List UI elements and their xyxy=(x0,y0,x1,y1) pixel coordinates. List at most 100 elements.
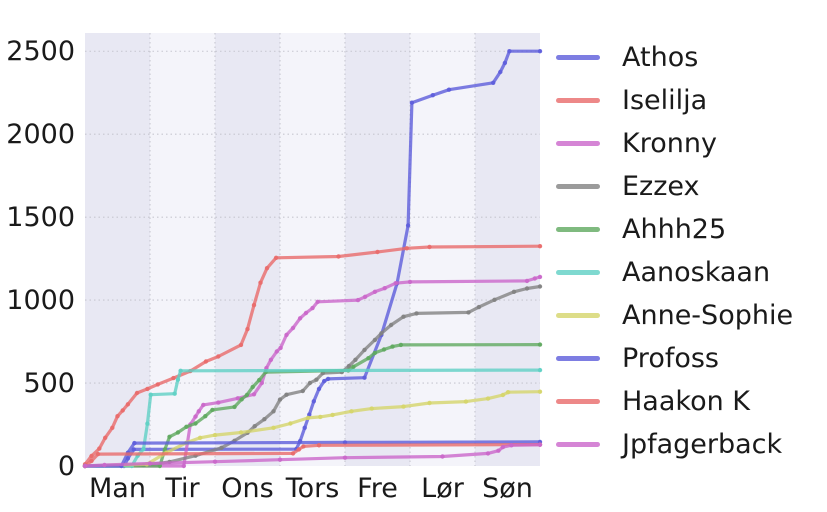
legend-item-jpfagerback: Jpfagerback xyxy=(556,423,793,466)
series-marker-anne-sophie xyxy=(330,412,335,418)
legend-line-swatch-athos xyxy=(556,55,600,60)
series-marker-iselilja xyxy=(537,244,543,249)
series-marker-anne-sophie xyxy=(305,415,311,421)
series-marker-anne-sophie xyxy=(463,399,469,404)
series-line-aanoskaan xyxy=(83,368,542,468)
series-marker-ahhh25 xyxy=(203,414,208,419)
series-marker-iselilja xyxy=(245,326,250,332)
series-marker-anne-sophie xyxy=(500,392,506,398)
series-marker-iselilja xyxy=(238,342,244,348)
series-marker-athos xyxy=(302,425,307,430)
series-marker-iselilja xyxy=(216,354,221,359)
series-marker-haakon-k xyxy=(290,451,296,456)
series-marker-jpfagerback xyxy=(440,454,445,459)
series-marker-profoss xyxy=(132,440,137,446)
series-marker-iselilja xyxy=(103,435,108,440)
day-band xyxy=(475,33,540,466)
series-marker-ezzex xyxy=(262,417,267,422)
series-marker-ahhh25 xyxy=(250,384,255,390)
series-marker-athos xyxy=(507,49,512,54)
x-tick-label: Man xyxy=(89,473,146,504)
series-marker-haakon-k xyxy=(296,447,302,452)
series-marker-athos xyxy=(498,69,503,75)
series-marker-jpfagerback xyxy=(485,451,491,456)
y-tick-label: 500 xyxy=(23,368,75,399)
series-marker-ahhh25 xyxy=(390,344,395,349)
series-marker-ezzex xyxy=(277,397,283,402)
series-marker-ahhh25 xyxy=(351,364,356,369)
day-band xyxy=(85,33,150,466)
legend-item-aanoskaan: Aanoskaan xyxy=(556,251,793,294)
legend-line-swatch-ahhh25 xyxy=(556,227,600,232)
series-marker-anne-sophie xyxy=(271,425,276,430)
series-marker-kronny xyxy=(268,357,274,362)
series-marker-kronny xyxy=(303,310,309,316)
series-marker-athos xyxy=(316,386,322,392)
series-marker-ahhh25 xyxy=(381,347,387,352)
series-marker-aanoskaan xyxy=(141,446,146,452)
series-marker-kronny xyxy=(290,325,296,331)
series-marker-aanoskaan xyxy=(148,392,153,397)
legend: Athos Iselilja Kronny Ezzex Ahhh25 Aanoskaan A… xyxy=(556,36,793,466)
series-marker-aanoskaan xyxy=(175,377,181,382)
series-marker-ezzex xyxy=(401,314,406,319)
series-marker-ezzex xyxy=(353,357,358,362)
series-marker-iselilja xyxy=(251,302,257,308)
legend-item-iselilja: Iselilja xyxy=(556,79,793,122)
series-marker-ahhh25 xyxy=(232,404,237,410)
series-marker-athos xyxy=(362,375,367,380)
legend-label-profoss: Profoss xyxy=(622,343,719,374)
series-marker-athos xyxy=(311,399,316,404)
legend-item-haakon-k: Haakon K xyxy=(556,380,793,423)
series-marker-ahhh25 xyxy=(366,356,371,361)
series-marker-iselilja xyxy=(155,382,160,387)
series-marker-kronny xyxy=(537,274,543,280)
series-marker-athos xyxy=(409,100,415,105)
series-marker-jpfagerback xyxy=(147,461,153,466)
x-tick-label: Søn xyxy=(482,473,533,504)
legend-item-ezzex: Ezzex xyxy=(556,165,793,208)
series-marker-iselilja xyxy=(375,249,380,255)
series-marker-ezzex xyxy=(524,286,530,291)
legend-item-athos: Athos xyxy=(556,36,793,79)
series-marker-kronny xyxy=(372,289,378,294)
series-marker-anne-sophie xyxy=(288,421,293,426)
series-marker-iselilja xyxy=(404,246,409,251)
legend-line-swatch-jpfagerback xyxy=(556,442,600,447)
series-marker-ezzex xyxy=(307,380,313,386)
series-marker-ahhh25 xyxy=(239,397,244,402)
series-marker-anne-sophie xyxy=(427,400,432,406)
series-marker-jpfagerback xyxy=(496,448,501,453)
series-marker-ezzex xyxy=(372,337,378,343)
series-marker-haakon-k xyxy=(316,443,322,448)
series-marker-kronny xyxy=(297,316,303,321)
plot-area: 0 500 1000 1500 2000 2500 Man Tir Ons Tors Fre Lør S… xyxy=(6,33,543,504)
legend-line-swatch-aanoskaan xyxy=(556,270,600,275)
y-tick-label: 1500 xyxy=(6,202,75,233)
series-marker-athos xyxy=(322,378,327,384)
series-marker-anne-sophie xyxy=(401,404,406,409)
legend-item-ahhh25: Ahhh25 xyxy=(556,208,793,251)
legend-line-swatch-kronny xyxy=(556,141,600,146)
series-marker-ezzex xyxy=(379,331,384,336)
series-marker-anne-sophie xyxy=(212,432,218,438)
series-marker-iselilja xyxy=(134,390,140,396)
series-marker-iselilja xyxy=(427,244,432,250)
legend-label-ahhh25: Ahhh25 xyxy=(622,214,727,245)
series-marker-jpfagerback xyxy=(277,457,283,462)
series-marker-kronny xyxy=(251,392,257,397)
series-marker-athos xyxy=(491,80,496,86)
series-marker-jpfagerback xyxy=(82,463,88,469)
series-marker-kronny xyxy=(259,380,264,386)
series-marker-iselilja xyxy=(89,453,94,459)
series-marker-iselilja xyxy=(203,359,209,364)
series-marker-ahhh25 xyxy=(184,424,189,429)
series-marker-kronny xyxy=(196,409,201,414)
series-marker-jpfagerback xyxy=(537,442,543,447)
series-marker-ezzex xyxy=(492,297,497,302)
series-marker-kronny xyxy=(235,396,240,401)
legend-line-swatch-anne-sophie xyxy=(556,313,600,318)
series-marker-ahhh25 xyxy=(257,377,262,383)
series-marker-ezzex xyxy=(388,322,394,328)
legend-label-jpfagerback: Jpfagerback xyxy=(622,429,783,460)
